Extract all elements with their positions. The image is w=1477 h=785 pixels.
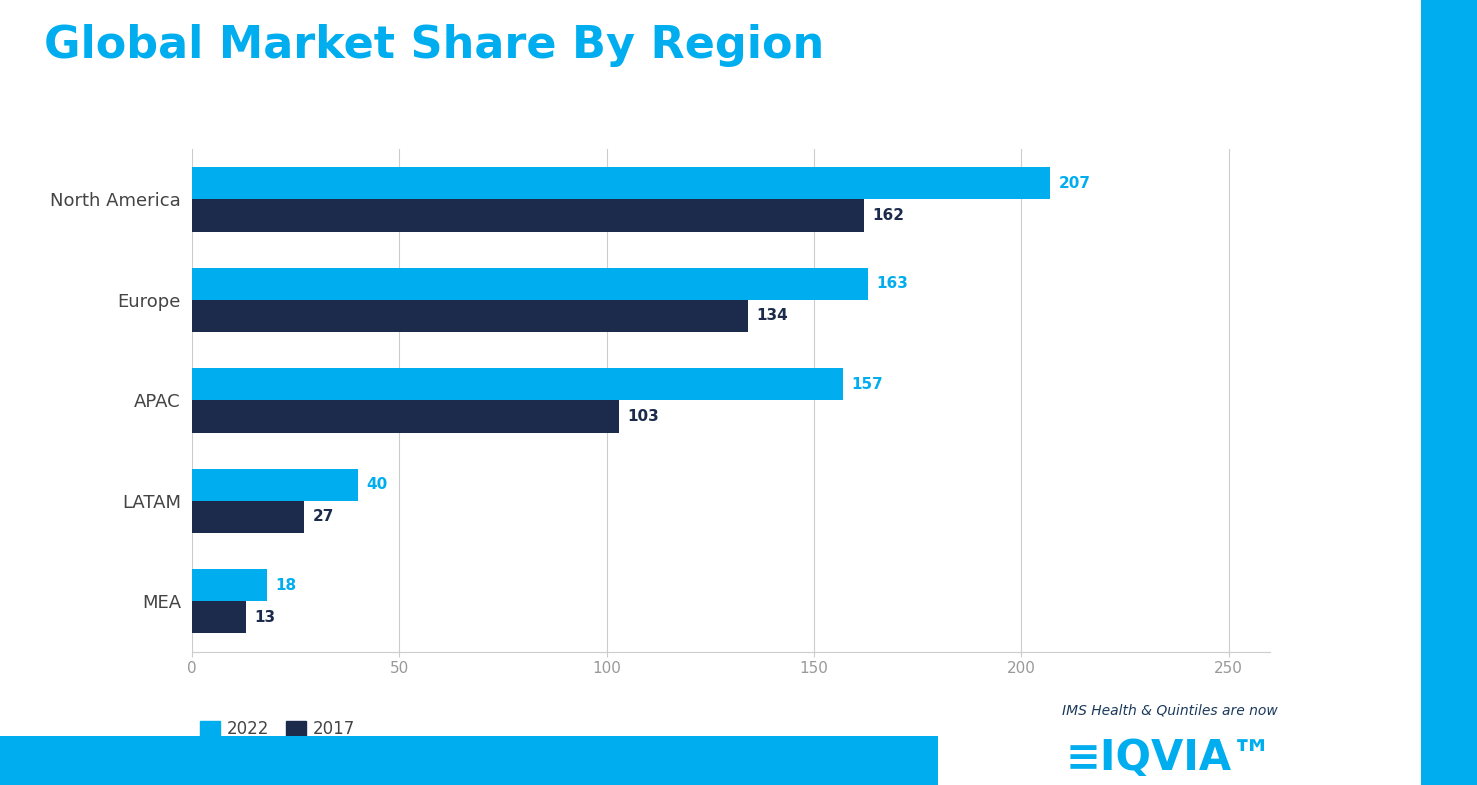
Bar [192, 368, 843, 400]
Text: 40: 40 [366, 477, 387, 492]
Text: 18: 18 [275, 578, 295, 593]
Text: IMS Health & Quintiles are now: IMS Health & Quintiles are now [1062, 703, 1278, 717]
Text: 162: 162 [871, 208, 904, 223]
Text: ≡IQVIA™: ≡IQVIA™ [1066, 736, 1273, 779]
Bar [192, 268, 868, 300]
Bar [192, 601, 245, 633]
Text: 13: 13 [254, 610, 275, 625]
Bar [192, 167, 1050, 199]
Legend: 2022, 2017: 2022, 2017 [201, 720, 354, 738]
Bar [192, 469, 357, 501]
Text: 163: 163 [876, 276, 908, 291]
Bar [192, 199, 864, 232]
Text: 207: 207 [1059, 176, 1090, 191]
Bar [192, 501, 304, 533]
Bar [192, 569, 267, 601]
Text: 134: 134 [756, 309, 787, 323]
Text: 103: 103 [628, 409, 659, 424]
Bar [192, 400, 619, 433]
Text: Global Market Share By Region: Global Market Share By Region [44, 24, 824, 67]
Text: 27: 27 [312, 509, 334, 524]
Text: 157: 157 [851, 377, 883, 392]
Bar [192, 300, 747, 332]
